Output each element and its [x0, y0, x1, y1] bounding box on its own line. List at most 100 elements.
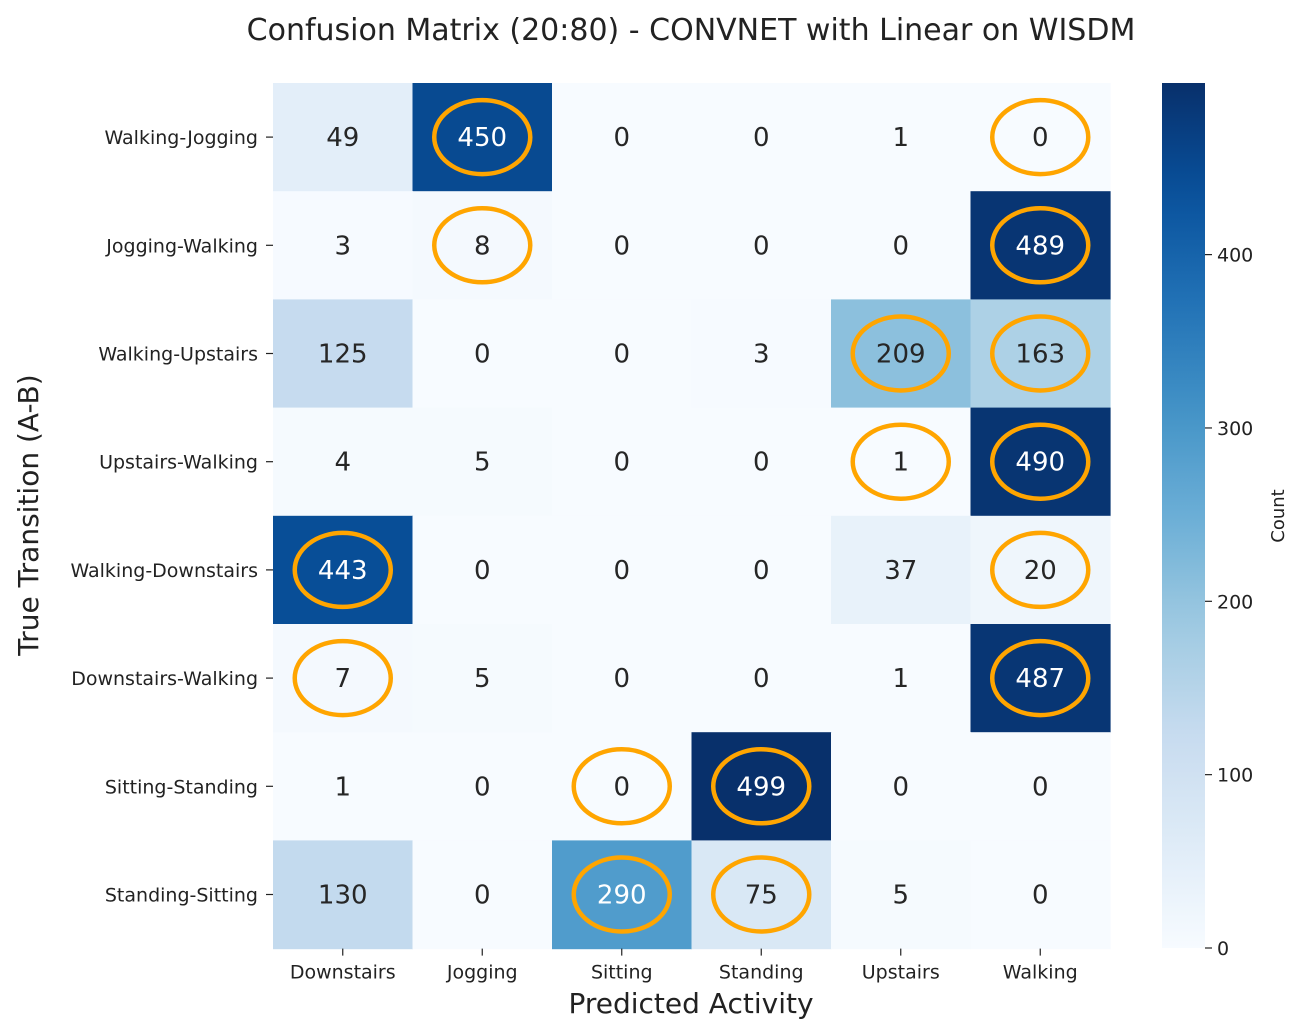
heatmap-cell: [552, 624, 693, 733]
cell-value-label: 0: [474, 772, 491, 802]
highlight-ellipse: [990, 638, 1091, 718]
highlight-ellipse: [711, 855, 812, 934]
cell-value-label: 443: [318, 556, 368, 586]
heatmap-cell: [273, 840, 414, 950]
cell-value-label: 1: [892, 664, 909, 694]
cell-value-label: 4: [334, 448, 351, 478]
heatmap-cell: [412, 624, 553, 733]
highlight-ellipse: [990, 206, 1091, 285]
colorbar-label: Count: [1268, 489, 1289, 542]
cell-value-label: 0: [613, 556, 630, 586]
highlight-ellipse: [990, 422, 1091, 501]
highlight-ellipse: [571, 747, 672, 826]
heatmap-cell: [273, 407, 414, 517]
cell-value-label: 0: [892, 231, 909, 261]
heatmap-cell: [273, 83, 414, 192]
cell-value-label: 49: [326, 123, 359, 153]
cell-value-label: 0: [892, 772, 909, 802]
cell-value-label: 5: [474, 664, 491, 694]
colorbar-gradient: [1162, 83, 1205, 948]
highlight-ellipse: [292, 638, 393, 718]
cell-value-label: 5: [474, 448, 491, 478]
cell-value-label: 0: [613, 448, 630, 478]
cell-value-label: 0: [753, 448, 770, 478]
cell-value-label: 0: [613, 664, 630, 694]
highlight-ellipse: [990, 314, 1091, 393]
cell-value-label: 0: [474, 340, 491, 370]
cell-value-label: 8: [474, 231, 491, 261]
cell-value-label: 75: [745, 881, 778, 911]
cell-value-label: 1: [334, 772, 351, 802]
y-tick-label: Upstairs-Walking: [99, 452, 258, 474]
cell-value-label: 0: [753, 664, 770, 694]
heatmap-cell: [691, 191, 832, 300]
cell-value-label: 0: [613, 123, 630, 153]
chart-title: Confusion Matrix (20:80) - CONVNET with …: [247, 13, 1136, 48]
y-tick-label: Walking-Jogging: [104, 127, 258, 149]
cell-value-label: 37: [884, 556, 917, 586]
cell-value-label: 3: [753, 340, 770, 370]
highlight-ellipse: [850, 314, 951, 393]
cell-value-label: 5: [892, 881, 909, 911]
y-tick-label: Walking-Upstairs: [98, 344, 258, 366]
heatmap-cell: [273, 191, 414, 300]
highlight-ellipses: [292, 97, 1091, 934]
x-tick-label: Upstairs: [862, 962, 940, 984]
x-axis-label: Predicted Activity: [568, 987, 813, 1020]
cell-value-label: 487: [1015, 664, 1065, 694]
cell-value-label: 450: [457, 123, 507, 153]
cell-value-label: 20: [1024, 556, 1057, 586]
heatmap-cell: [691, 515, 832, 625]
heatmap-cell: [831, 83, 972, 192]
heatmap-cell: [831, 515, 972, 625]
heatmap-cell: [412, 840, 553, 950]
heatmap-cell: [831, 840, 972, 950]
cell-value-label: 130: [318, 881, 368, 911]
heatmap-cell: [552, 515, 693, 625]
colorbar-tick-label: 300: [1217, 418, 1253, 440]
heatmap-cell: [691, 624, 832, 733]
cell-value-label: 0: [474, 881, 491, 911]
y-axis-label: True Transition (A-B): [12, 374, 45, 656]
heatmap-cell: [273, 299, 414, 409]
x-tick-label: Walking: [1003, 962, 1078, 984]
y-tick-label: Standing-Sitting: [105, 885, 258, 907]
cell-value-label: 0: [474, 556, 491, 586]
cell-value-label: 0: [1032, 881, 1049, 911]
heatmap-cell: [691, 83, 832, 192]
colorbar-tick-label: 100: [1217, 765, 1253, 787]
cell-value-label: 0: [753, 556, 770, 586]
highlight-ellipse: [990, 97, 1091, 177]
x-tick-label: Standing: [719, 962, 804, 984]
cell-value-label: 0: [1032, 123, 1049, 153]
cell-value-label: 0: [753, 123, 770, 153]
cell-value-label: 125: [318, 340, 368, 370]
x-axis: Downstairs Jogging Sitting Standing Upstairs…: [290, 948, 1078, 984]
heatmap-cell: [831, 732, 972, 841]
cell-value-label: 290: [597, 881, 647, 911]
cell-value-label: 0: [753, 231, 770, 261]
colorbar-tick-label: 0: [1217, 938, 1229, 960]
cell-value-label: 0: [613, 772, 630, 802]
cell-value-label: 490: [1015, 448, 1065, 478]
highlight-ellipse: [432, 97, 533, 177]
cell-value-label: 0: [613, 340, 630, 370]
y-tick-label: Downstairs-Walking: [71, 668, 258, 690]
x-tick-label: Downstairs: [290, 962, 396, 984]
x-tick-label: Sitting: [591, 962, 653, 984]
heatmap-cell: [552, 407, 693, 517]
heatmap-cell: [831, 191, 972, 300]
highlight-ellipse: [850, 422, 951, 501]
heatmap-cell: [970, 840, 1111, 950]
colorbar: 0 100 200 300 400: [1162, 83, 1253, 960]
heatmap-cell: [273, 732, 414, 841]
cell-value-label: 7: [334, 664, 351, 694]
y-tick-label: Walking-Downstairs: [70, 560, 258, 582]
x-tick-label: Jogging: [446, 962, 518, 984]
cell-value-label: 0: [613, 231, 630, 261]
y-tick-label: Sitting-Standing: [105, 776, 258, 798]
cell-value-label: 209: [876, 340, 926, 370]
highlight-ellipse: [292, 530, 393, 610]
